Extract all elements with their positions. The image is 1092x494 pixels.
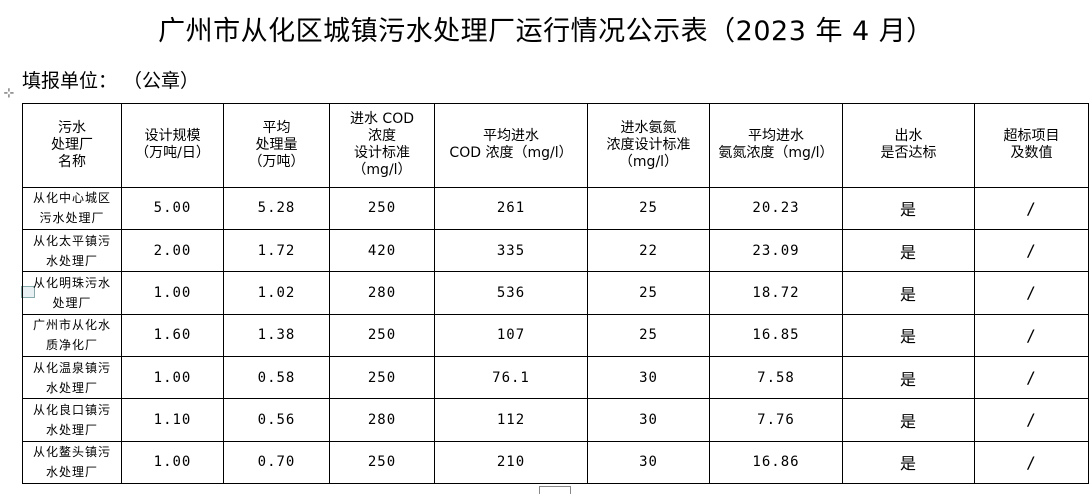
cell-plant-name: 从化鳌头镇污 水处理厂 <box>23 441 122 483</box>
cell-avg-volume: 0.58 <box>224 356 330 398</box>
cell-avg-cod: 335 <box>435 229 588 271</box>
cell-nh3-design-standard: 30 <box>588 441 710 483</box>
cell-cod-design-standard: 280 <box>330 399 435 441</box>
cell-effluent-compliant: 是 <box>843 314 975 356</box>
cell-nh3-design-standard: 25 <box>588 187 710 229</box>
cell-exceed-items: / <box>975 272 1089 314</box>
cell-exceed-items: / <box>975 187 1089 229</box>
cell-avg-cod: 112 <box>435 399 588 441</box>
cell-exceed-items: / <box>975 314 1089 356</box>
cell-design-capacity: 1.00 <box>122 441 224 483</box>
cell-effluent-compliant: 是 <box>843 441 975 483</box>
cell-avg-nh3: 16.85 <box>710 314 843 356</box>
table-move-handle-icon[interactable]: ⊹ <box>2 87 16 101</box>
cell-avg-volume: 1.02 <box>224 272 330 314</box>
cell-exceed-items: / <box>975 229 1089 271</box>
cell-plant-name: 广州市从化水 质净化厂 <box>23 314 122 356</box>
cell-effluent-compliant: 是 <box>843 399 975 441</box>
cell-avg-nh3: 7.76 <box>710 399 843 441</box>
cell-effluent-compliant: 是 <box>843 272 975 314</box>
cell-avg-cod: 107 <box>435 314 588 356</box>
cell-design-capacity: 5.00 <box>122 187 224 229</box>
cell-effluent-compliant: 是 <box>843 187 975 229</box>
table-row: 从化良口镇污 水处理厂 1.10 0.56 280 112 30 7.76 是 / <box>23 399 1089 441</box>
header-design-capacity: 设计规模 （万吨/日） <box>122 104 224 188</box>
header-avg-volume: 平均 处理量 （万吨） <box>224 104 330 188</box>
cell-cod-design-standard: 250 <box>330 441 435 483</box>
table-row: 从化太平镇污 水处理厂 2.00 1.72 420 335 22 23.09 是 / <box>23 229 1089 271</box>
cell-avg-nh3: 16.86 <box>710 441 843 483</box>
table-row: 从化中心城区 污水处理厂 5.00 5.28 250 261 25 20.23 是 / <box>23 187 1089 229</box>
cell-cod-design-standard: 250 <box>330 314 435 356</box>
cell-design-capacity: 1.60 <box>122 314 224 356</box>
cell-design-capacity: 1.00 <box>122 356 224 398</box>
cell-exceed-items: / <box>975 399 1089 441</box>
cell-plant-name: 从化温泉镇污 水处理厂 <box>23 356 122 398</box>
cell-avg-cod: 261 <box>435 187 588 229</box>
cell-avg-volume: 5.28 <box>224 187 330 229</box>
cell-plant-name: 从化良口镇污 水处理厂 <box>23 399 122 441</box>
cell-effluent-compliant: 是 <box>843 356 975 398</box>
cell-avg-nh3: 23.09 <box>710 229 843 271</box>
cell-avg-nh3: 20.23 <box>710 187 843 229</box>
cell-cod-design-standard: 420 <box>330 229 435 271</box>
header-cod-design-standard: 进水 COD 浓度 设计标准 （mg/l） <box>330 104 435 188</box>
cell-plant-name: 从化中心城区 污水处理厂 <box>23 187 122 229</box>
page-title: 广州市从化区城镇污水处理厂运行情况公示表（2023 年 4 月） <box>0 14 1092 50</box>
cell-design-capacity: 1.00 <box>122 272 224 314</box>
cell-avg-volume: 0.56 <box>224 399 330 441</box>
cell-avg-nh3: 18.72 <box>710 272 843 314</box>
cell-exceed-items: / <box>975 356 1089 398</box>
operation-table: 污水 处理厂 名称 设计规模 （万吨/日） 平均 处理量 （万吨） 进水 COD… <box>22 103 1089 484</box>
cell-nh3-design-standard: 25 <box>588 314 710 356</box>
reporting-unit-line: 填报单位： （公章） <box>22 68 199 94</box>
cell-avg-volume: 1.72 <box>224 229 330 271</box>
table-row: 从化鳌头镇污 水处理厂 1.00 0.70 250 210 30 16.86 是 / <box>23 441 1089 483</box>
header-row: 污水 处理厂 名称 设计规模 （万吨/日） 平均 处理量 （万吨） 进水 COD… <box>23 104 1089 188</box>
table-row: 从化温泉镇污 水处理厂 1.00 0.58 250 76.1 30 7.58 是 / <box>23 356 1089 398</box>
cell-avg-volume: 0.70 <box>224 441 330 483</box>
cell-avg-cod: 210 <box>435 441 588 483</box>
cell-nh3-design-standard: 22 <box>588 229 710 271</box>
cell-design-capacity: 1.10 <box>122 399 224 441</box>
cell-nh3-design-standard: 30 <box>588 399 710 441</box>
header-avg-nh3: 平均进水 氨氮浓度（mg/l） <box>710 104 843 188</box>
cell-design-capacity: 2.00 <box>122 229 224 271</box>
cell-plant-name: 从化明珠污水 处理厂 <box>23 272 122 314</box>
header-avg-cod: 平均进水 COD 浓度（mg/l） <box>435 104 588 188</box>
cell-cod-design-standard: 280 <box>330 272 435 314</box>
header-exceed-items: 超标项目 及数值 <box>975 104 1089 188</box>
cell-avg-cod: 536 <box>435 272 588 314</box>
cell-cod-design-standard: 250 <box>330 187 435 229</box>
cell-cod-design-standard: 250 <box>330 356 435 398</box>
cell-avg-cod: 76.1 <box>435 356 588 398</box>
cell-nh3-design-standard: 25 <box>588 272 710 314</box>
cell-avg-volume: 1.38 <box>224 314 330 356</box>
cell-nh3-design-standard: 30 <box>588 356 710 398</box>
header-plant-name: 污水 处理厂 名称 <box>23 104 122 188</box>
cell-effluent-compliant: 是 <box>843 229 975 271</box>
cell-avg-nh3: 7.58 <box>710 356 843 398</box>
header-nh3-design-standard: 进水氨氮 浓度设计标准 （mg/l） <box>588 104 710 188</box>
header-effluent-compliant: 出水 是否达标 <box>843 104 975 188</box>
table-row: 从化明珠污水 处理厂 1.00 1.02 280 536 25 18.72 是 / <box>23 272 1089 314</box>
cell-plant-name: 从化太平镇污 水处理厂 <box>23 229 122 271</box>
cell-exceed-items: / <box>975 441 1089 483</box>
table-row: 广州市从化水 质净化厂 1.60 1.38 250 107 25 16.85 是 / <box>23 314 1089 356</box>
